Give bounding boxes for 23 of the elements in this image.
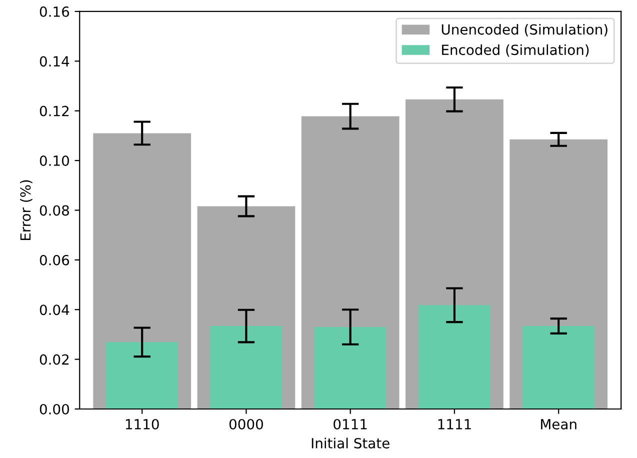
y-tick-label: 0.04 bbox=[40, 304, 70, 316]
bar bbox=[522, 326, 595, 409]
x-axis-title: Initial State bbox=[312, 438, 390, 448]
y-tick-label: 0.00 bbox=[40, 404, 69, 414]
y-tick-label: 0.08 bbox=[40, 205, 69, 216]
y-axis-title: Error (%) bbox=[20, 180, 32, 240]
y-tick-label: 0.10 bbox=[40, 156, 69, 166]
y-tick-label: 0.06 bbox=[40, 254, 70, 266]
legend-label: Encoded (Simulation) bbox=[442, 44, 589, 57]
y-tick-label: 0.12 bbox=[40, 106, 69, 116]
x-tick-label: Mean bbox=[541, 419, 576, 430]
bar bbox=[210, 326, 282, 409]
legend-label: Unencoded (Simulation) bbox=[442, 24, 608, 36]
bar bbox=[106, 342, 178, 409]
y-tick-label: 0.02 bbox=[40, 354, 69, 365]
y-tick-label: 0.16 bbox=[40, 6, 70, 17]
bar bbox=[418, 305, 490, 409]
x-tick-label: 1110 bbox=[126, 418, 159, 430]
x-tick-label: 0000 bbox=[229, 418, 263, 430]
y-tick-label: 0.14 bbox=[40, 56, 70, 67]
bar bbox=[314, 327, 386, 409]
x-tick-label: 0111 bbox=[334, 418, 367, 430]
x-tick-label: 1111 bbox=[438, 419, 471, 430]
